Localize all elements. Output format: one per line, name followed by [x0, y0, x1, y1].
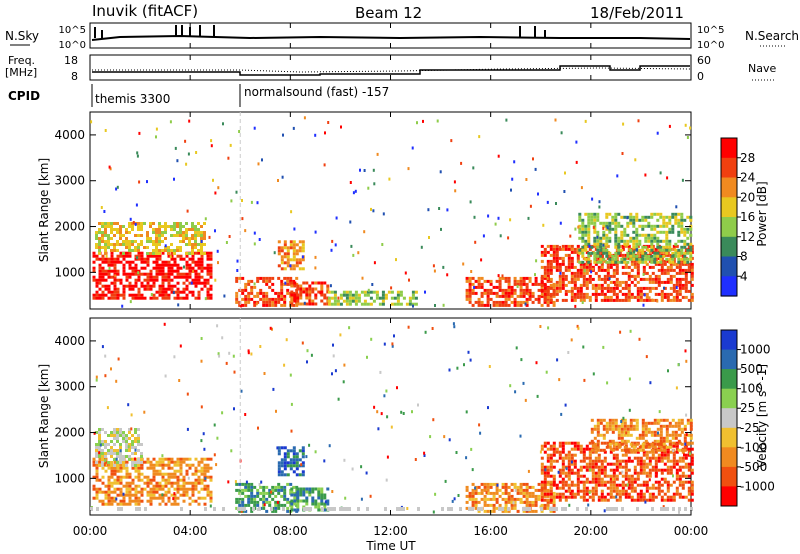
freq-label-line2: [MHz]	[5, 66, 37, 79]
colorbar-swatch	[721, 408, 737, 429]
colorbar-swatch	[721, 369, 737, 390]
colorbar-tick-label: 500	[740, 362, 763, 376]
time-axis-label: Time UT	[365, 539, 416, 553]
nave-trace	[92, 67, 691, 73]
colorbar-swatch	[721, 486, 737, 507]
colorbar-swatch	[721, 447, 737, 468]
echo-patch	[590, 418, 693, 452]
colorbar-tick-label: 1000	[740, 343, 771, 357]
colorbar-tick-label: 25	[740, 401, 755, 415]
nsky-label: N.Sky	[5, 29, 39, 43]
scatter-specks	[90, 322, 691, 514]
velocity-ylabel: Slant Range [km]	[37, 364, 51, 468]
nave-tick-top: 60	[697, 54, 711, 67]
power-colorbar-label: Power [dB]	[755, 181, 769, 246]
scatter-specks	[90, 116, 692, 308]
nsky-spikes	[94, 25, 546, 38]
colorbar-tick-label: -25	[740, 421, 760, 435]
beam-title: Beam 12	[355, 4, 422, 22]
colorbar-tick-label: 28	[740, 151, 755, 165]
colorbar-swatch	[721, 138, 737, 159]
power-ylabel: Slant Range [km]	[37, 158, 51, 262]
y-tick-label: 2000	[54, 220, 85, 234]
freq-tick-top: 18	[64, 54, 78, 67]
nave-tick-bottom: 0	[697, 70, 704, 83]
velocity-y-axis: 1000 2000 3000 4000	[54, 334, 691, 485]
y-tick-label: 4000	[54, 334, 85, 348]
echo-patch	[290, 281, 330, 306]
echo-patch	[95, 428, 143, 467]
x-tick-label: 08:00	[273, 524, 308, 538]
x-tick-label: 04:00	[173, 524, 208, 538]
colorbar-swatch	[721, 197, 737, 218]
echo-patch	[540, 441, 694, 502]
colorbar-tick-label: 20	[740, 190, 755, 204]
colorbar-swatch	[721, 349, 737, 370]
echo-patch	[277, 446, 305, 477]
x-tick-label: 16:00	[473, 524, 508, 538]
echo-patch	[235, 276, 299, 307]
velocity-colorbar-label: Velocity [m s^-1]	[755, 364, 769, 468]
colorbar-tick-label: 100	[740, 382, 763, 396]
y-tick-label: 3000	[54, 174, 85, 188]
colorbar-tick-label: 12	[740, 230, 755, 244]
colorbar-tick-label: 24	[740, 171, 755, 185]
echo-patch	[465, 482, 556, 513]
date-title: 18/Feb/2011	[590, 4, 684, 22]
colorbar-swatch	[721, 427, 737, 448]
freq-tick-bottom: 8	[71, 70, 78, 83]
station-title: Inuvik (fitACF)	[92, 2, 198, 20]
colorbar-swatch	[721, 177, 737, 198]
cpid-segment-2: normalsound (fast) -157	[244, 85, 389, 99]
echo-patch	[95, 222, 206, 255]
echo-patch	[92, 251, 213, 300]
colorbar-tick-label: -100	[740, 440, 767, 454]
y-tick-label: 1000	[54, 471, 85, 485]
power-data-layer	[90, 112, 694, 309]
y-tick-label: 1000	[54, 265, 85, 279]
ground-scatter	[90, 507, 693, 511]
nsearch-tick-bottom: 10^0	[697, 40, 724, 51]
x-tick-label: 12:00	[373, 524, 408, 538]
y-tick-label: 4000	[54, 128, 85, 142]
colorbar-swatch	[721, 217, 737, 238]
colorbar-tick-label: 16	[740, 210, 755, 224]
colorbar-swatch	[721, 157, 737, 179]
x-tick-label: 20:00	[574, 524, 609, 538]
colorbar-tick-label: -1000	[740, 479, 775, 493]
cpid-label: CPID	[8, 89, 40, 103]
colorbar-swatch	[721, 330, 737, 351]
y-tick-label: 3000	[54, 380, 85, 394]
colorbar-swatch	[721, 388, 737, 409]
nsky-trace	[91, 34, 691, 41]
colorbar-swatch	[721, 256, 737, 277]
freq-trace	[92, 65, 690, 76]
nsky-tick-top: 10^5	[59, 25, 86, 36]
x-tick-label: 00:00	[73, 524, 108, 538]
colorbar-tick-label: 4	[740, 269, 748, 283]
velocity-colorbar: 1000 500 100 25 -25 -100 -500 -1000	[720, 329, 775, 507]
velocity-data-layer	[90, 318, 694, 515]
colorbar-swatch	[721, 276, 737, 297]
power-y-axis: 1000 2000 3000 4000	[54, 128, 691, 279]
nsky-tick-bottom: 10^0	[59, 40, 86, 51]
cpid-segment-1: themis 3300	[95, 92, 170, 106]
colorbar-swatch	[721, 236, 737, 258]
colorbar-swatch	[721, 466, 737, 487]
x-tick-label: 00:00	[674, 524, 709, 538]
nsearch-tick-top: 10^5	[697, 25, 724, 36]
nave-label: Nave	[748, 62, 776, 75]
colorbar-frame	[720, 329, 738, 507]
nsearch-label: N.Search	[745, 29, 799, 43]
power-colorbar: 4 8 12 16 20 24 28	[720, 137, 755, 297]
y-tick-label: 2000	[54, 426, 85, 440]
colorbar-tick-label: -500	[740, 460, 767, 474]
echo-patch	[327, 290, 418, 306]
time-axis: 00:00 04:00 08:00 12:00 16:00 20:00 00:00	[73, 23, 709, 538]
colorbar-tick-label: 8	[740, 250, 748, 264]
freq-label-line1: Freq.	[8, 54, 35, 67]
echo-patch	[578, 212, 693, 264]
